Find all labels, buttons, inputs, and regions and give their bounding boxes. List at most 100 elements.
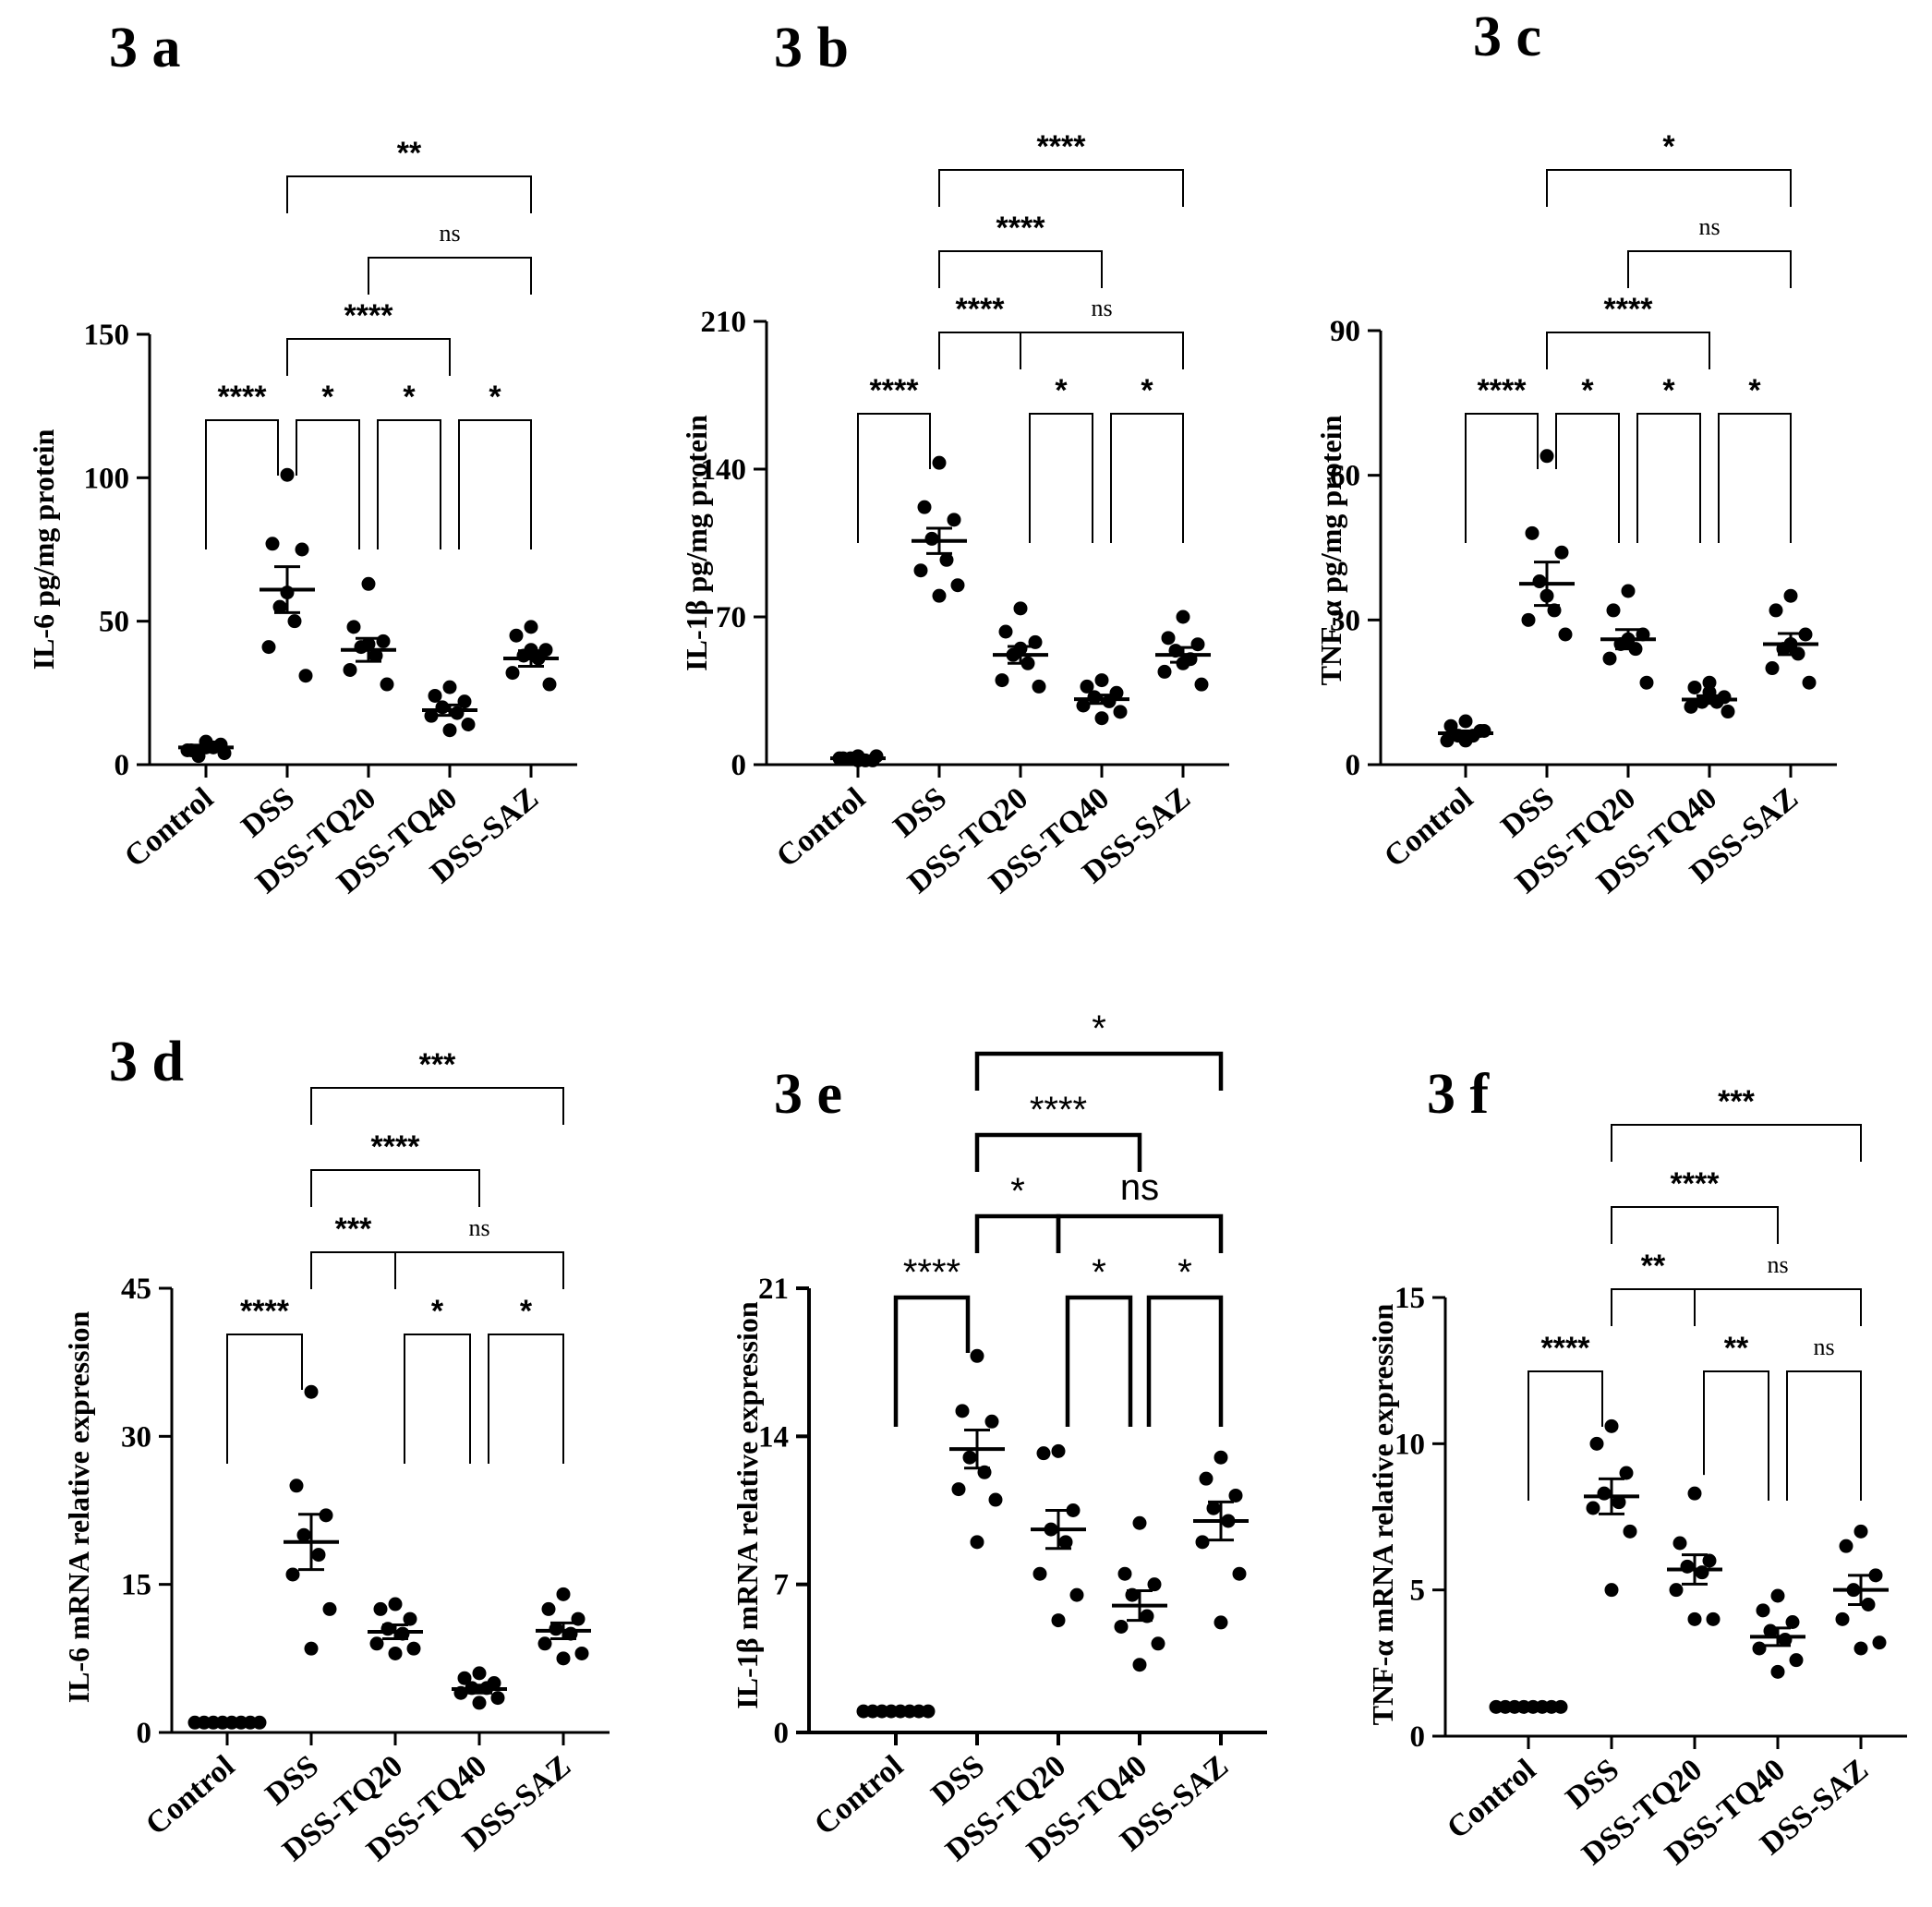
y-axis-label: IL-6 mRNA relative expression <box>62 1311 95 1704</box>
significance-bracket <box>310 1169 480 1207</box>
data-point <box>574 1646 589 1660</box>
data-point <box>1525 525 1540 540</box>
significance-label: *** <box>1718 1084 1755 1119</box>
data-point <box>298 669 313 683</box>
data-point <box>280 467 295 482</box>
significance-bracket <box>1056 1213 1224 1253</box>
significance-bracket <box>857 413 931 543</box>
significance-label: **** <box>218 380 268 415</box>
significance-label: **** <box>344 298 394 333</box>
significance-label: * <box>403 380 416 415</box>
y-tick-label: 140 <box>701 453 747 487</box>
y-tick-label: 50 <box>99 606 129 639</box>
data-point <box>435 700 450 715</box>
y-tick-label: 100 <box>84 462 130 495</box>
data-point <box>1087 690 1102 705</box>
significance-bracket <box>296 419 360 549</box>
data-point <box>380 677 394 692</box>
significance-label: ** <box>1724 1331 1749 1366</box>
data-point <box>509 628 524 643</box>
data-point <box>472 1696 487 1710</box>
significance-label: **** <box>903 1252 960 1293</box>
data-point <box>1540 449 1554 464</box>
data-point <box>1785 1615 1800 1629</box>
data-point <box>442 680 457 694</box>
data-point <box>1835 1611 1850 1626</box>
significance-label: * <box>1055 373 1068 408</box>
data-point <box>1176 610 1190 624</box>
significance-label: * <box>1581 373 1594 408</box>
data-point <box>406 1641 421 1656</box>
data-point <box>1602 651 1617 666</box>
data-point <box>450 706 465 720</box>
significance-label: **** <box>996 211 1046 246</box>
data-point <box>950 578 965 593</box>
data-point <box>1706 1611 1721 1626</box>
y-tick-label: 70 <box>716 601 746 634</box>
data-point <box>917 500 932 514</box>
data-point <box>913 563 928 578</box>
data-point <box>490 1691 505 1706</box>
significance-label: **** <box>240 1294 290 1329</box>
data-point <box>1161 631 1176 646</box>
data-point <box>1132 1658 1147 1672</box>
data-point <box>1013 601 1028 616</box>
y-tick-label: 15 <box>121 1569 151 1602</box>
significance-label: ** <box>1641 1249 1666 1284</box>
data-point <box>970 1348 984 1363</box>
data-point <box>472 1666 487 1681</box>
significance-bracket <box>1718 413 1792 543</box>
significance-label: ns <box>1091 295 1112 321</box>
data-point <box>1604 1418 1619 1433</box>
data-point <box>368 648 383 663</box>
data-point <box>1157 664 1172 679</box>
data-point <box>1554 545 1569 560</box>
y-tick-label: 30 <box>121 1420 151 1454</box>
data-point <box>1036 1446 1051 1461</box>
significance-bracket <box>1703 1370 1769 1501</box>
data-point <box>322 1601 337 1616</box>
significance-bracket <box>1465 413 1539 543</box>
data-point <box>1854 1524 1868 1539</box>
significance-label: * <box>1748 373 1761 408</box>
data-point <box>1621 584 1636 598</box>
data-point <box>1066 1503 1081 1517</box>
x-tick-label: DSS <box>925 1749 992 1812</box>
x-tick-label: DSS <box>1495 781 1562 844</box>
significance-bracket <box>1611 1288 1696 1326</box>
significance-bracket <box>1555 413 1620 543</box>
significance-label: **** <box>1541 1331 1591 1366</box>
significance-label: * <box>520 1294 533 1329</box>
significance-bracket <box>488 1334 564 1464</box>
significance-label: * <box>1662 373 1675 408</box>
y-tick-label: 150 <box>84 319 130 352</box>
data-point <box>424 708 439 723</box>
significance-label: **** <box>371 1129 421 1165</box>
y-tick-label: 45 <box>121 1273 151 1306</box>
data-point <box>1589 1436 1604 1451</box>
y-tick-label: 0 <box>1410 1720 1426 1754</box>
significance-bracket <box>368 257 532 295</box>
data-point <box>388 1646 403 1660</box>
data-point <box>1612 1495 1626 1510</box>
data-point <box>1619 1466 1634 1480</box>
data-point <box>1872 1635 1887 1650</box>
significance-label: **** <box>1037 129 1087 164</box>
y-tick-label: 90 <box>1330 315 1360 348</box>
data-point <box>1770 1588 1785 1603</box>
data-point <box>1032 679 1046 694</box>
data-point <box>1521 612 1536 627</box>
data-point <box>319 1508 333 1523</box>
data-point <box>285 1567 300 1582</box>
data-point <box>1604 1583 1619 1598</box>
data-point <box>1232 1566 1247 1581</box>
data-point <box>457 694 472 709</box>
data-point <box>1606 603 1621 618</box>
data-point <box>1458 714 1473 729</box>
data-point <box>403 1611 417 1626</box>
y-tick-label: 60 <box>1330 460 1360 493</box>
panel-3b: 3 b IL-1β pg/mg protein 0 70 140 210 Control DS… <box>680 17 1229 900</box>
data-point <box>1687 680 1702 694</box>
data-point <box>373 1601 388 1616</box>
